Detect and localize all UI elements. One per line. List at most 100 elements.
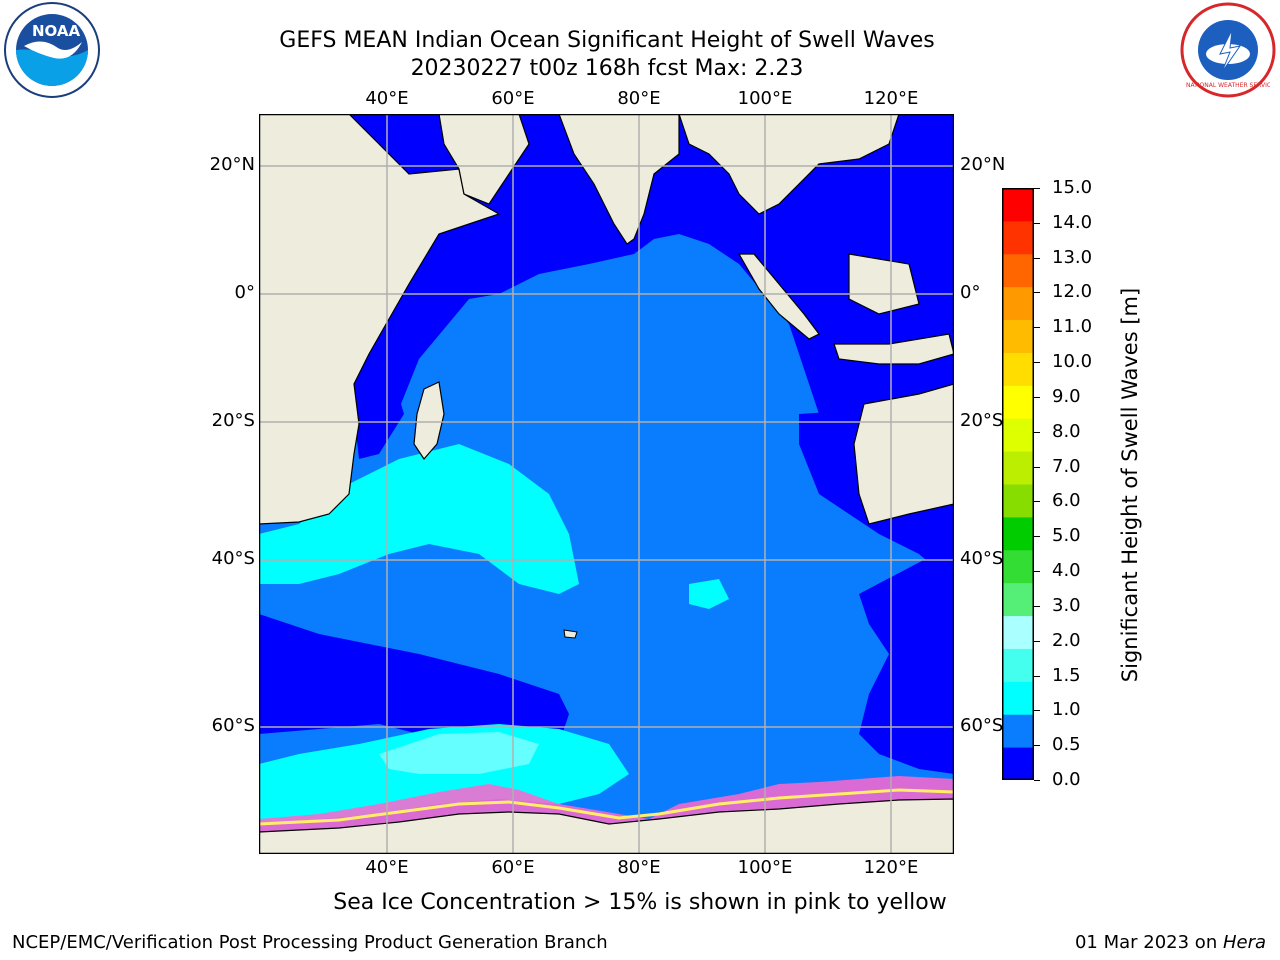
colorbar-bin [1002, 188, 1034, 222]
colorbar-tick-mark [1034, 710, 1040, 712]
land-arabia [438, 113, 530, 205]
land-kerguelen [563, 629, 578, 639]
land-madagascar [413, 381, 445, 460]
footer-left: NCEP/EMC/Verification Post Processing Pr… [12, 932, 608, 953]
land-borneo [848, 253, 920, 315]
lat-tick-right: 20°N [960, 154, 1006, 175]
ocean-low-southern-west [259, 614, 569, 754]
lon-tick-top: 40°E [365, 88, 409, 109]
ocean-top-southern-core [379, 732, 539, 774]
colorbar-tick-label: 10.0 [1052, 351, 1093, 373]
colorbar-tick-mark [1034, 745, 1040, 747]
ocean-low-arabian-sea [349, 114, 654, 424]
lat-tick-right: 60°S [960, 715, 1004, 736]
colorbar-bin [1002, 385, 1034, 419]
colorbar-bin [1002, 747, 1034, 781]
lon-tick-bottom: 80°E [617, 857, 661, 878]
colorbar-tick-label: 13.0 [1052, 246, 1093, 268]
colorbar-tick-label: 4.0 [1052, 560, 1081, 582]
lon-tick-top: 120°E [863, 88, 919, 109]
noaa-logo: NOAA [2, 2, 102, 98]
sea-ice-note: Sea Ice Concentration > 15% is shown in … [333, 890, 947, 915]
colorbar-tick-mark [1034, 605, 1040, 607]
lat-tick-left: 60°S [211, 715, 255, 736]
ocean-low-southern-east [859, 544, 954, 774]
lat-tick-right: 0° [960, 282, 981, 303]
colorbar-tick-label: 12.0 [1052, 281, 1093, 303]
colorbar [1002, 188, 1034, 781]
lon-tick-top: 80°E [617, 88, 661, 109]
colorbar-tick-label: 11.0 [1052, 316, 1093, 338]
colorbar-bin [1002, 516, 1034, 551]
colorbar-tick-mark [1034, 640, 1040, 642]
colorbar-tick-mark [1034, 431, 1040, 433]
colorbar-tick-mark [1034, 257, 1040, 259]
colorbar-bin [1002, 484, 1034, 518]
colorbar-tick-mark [1034, 536, 1040, 538]
colorbar-bin [1002, 220, 1034, 255]
lat-tick-left: 0° [234, 282, 255, 303]
colorbar-tick-mark [1034, 222, 1040, 224]
nws-logo-text: NATIONAL WEATHER SERVICE [1186, 82, 1270, 89]
colorbar-bin [1002, 319, 1034, 353]
noaa-logo-text: NOAA [32, 22, 81, 40]
colorbar-bin [1002, 582, 1034, 617]
lat-tick-right: 20°S [960, 410, 1004, 431]
chart-title-line1: GEFS MEAN Indian Ocean Significant Heigh… [279, 28, 935, 53]
colorbar-tick-mark [1034, 396, 1040, 398]
colorbar-tick-label: 3.0 [1052, 594, 1081, 616]
colorbar-tick-mark [1034, 188, 1040, 189]
ocean-high-east-patch [689, 579, 729, 609]
colorbar-tick-label: 1.5 [1052, 664, 1081, 686]
colorbar-tick-label: 0.5 [1052, 734, 1081, 756]
map-grid [259, 114, 954, 854]
colorbar-bin [1002, 549, 1034, 584]
colorbar-tick-mark [1034, 292, 1040, 294]
chart-title-line2: 20230227 t00z 168h fcst Max: 2.23 [410, 56, 804, 81]
land-southeast-asia [678, 113, 900, 215]
lat-tick-left: 20°N [209, 154, 255, 175]
colorbar-tick-label: 8.0 [1052, 420, 1081, 442]
colorbar-tick-mark [1034, 571, 1040, 573]
lon-tick-top: 100°E [737, 88, 793, 109]
land-indonesia [833, 333, 955, 365]
colorbar-tick-label: 0.0 [1052, 769, 1081, 790]
sea-ice-yellow-edge [258, 788, 955, 826]
colorbar-tick-mark [1034, 780, 1040, 781]
colorbar-tick-mark [1034, 675, 1040, 677]
land-australia [853, 383, 955, 525]
ocean-low-east-coast-africa [354, 364, 404, 459]
colorbar-label: Significant Height of Swell Waves [m] [1117, 275, 1143, 695]
lon-tick-bottom: 40°E [365, 857, 409, 878]
footer-host: Hera [1222, 932, 1266, 953]
lat-tick-right: 40°S [960, 548, 1004, 569]
colorbar-border [1002, 188, 1034, 780]
footer-right: 01 Mar 2023 on Hera [1075, 932, 1266, 953]
lon-tick-bottom: 60°E [491, 857, 535, 878]
colorbar-tick-label: 7.0 [1052, 455, 1081, 477]
colorbar-svg [1002, 188, 1034, 781]
lon-tick-top: 60°E [491, 88, 535, 109]
colorbar-tick-mark [1034, 327, 1040, 329]
colorbar-bin [1002, 253, 1034, 288]
colorbar-tick-mark [1034, 362, 1040, 364]
colorbar-tick-label: 9.0 [1052, 385, 1081, 407]
land-india [558, 113, 680, 245]
footer-date: 01 Mar 2023 on [1074, 932, 1223, 953]
colorbar-bin [1002, 418, 1034, 452]
colorbar-tick-label: 6.0 [1052, 490, 1081, 512]
colorbar-tick-label: 15.0 [1052, 177, 1093, 198]
nws-logo: NATIONAL WEATHER SERVICE [1180, 2, 1276, 98]
colorbar-bin [1002, 451, 1034, 485]
colorbar-tick-label: 2.0 [1052, 629, 1081, 651]
colorbar-tick-mark [1034, 466, 1040, 468]
lat-tick-left: 20°S [211, 410, 255, 431]
lon-tick-bottom: 120°E [863, 857, 919, 878]
lon-tick-bottom: 100°E [737, 857, 793, 878]
map-frame [258, 113, 955, 855]
map-svg [258, 113, 955, 855]
lat-tick-left: 40°S [211, 548, 255, 569]
colorbar-tick-mark [1034, 501, 1040, 503]
colorbar-tick-label: 5.0 [1052, 525, 1081, 547]
colorbar-bin [1002, 648, 1034, 682]
